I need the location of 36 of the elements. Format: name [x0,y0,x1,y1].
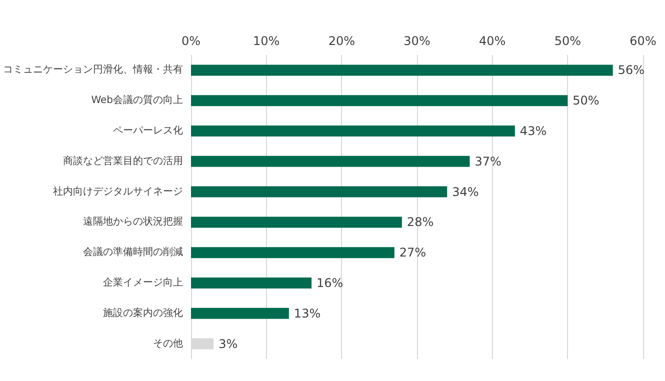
y-tick-label: Web会議の質の向上 [91,94,183,106]
x-tick-label: 30% [404,34,430,48]
y-tick-label: コミュニケーション円滑化、情報・共有 [3,64,183,76]
data-label: 37% [474,154,502,168]
data-label: 16% [316,276,344,290]
data-label: 56% [618,63,645,78]
bar [191,156,470,167]
data-label: 28% [406,215,434,230]
data-label: 50% [572,94,600,108]
bar [191,64,613,76]
y-tick-label: 企業イメージ向上 [103,276,183,288]
data-label: 3% [218,336,238,351]
data-label: 34% [452,184,479,199]
y-tick-label: ペーパーレス化 [113,124,183,136]
bar [191,95,568,106]
bar [191,186,448,198]
x-tick-label: 10% [252,34,280,48]
y-tick-label: 社内向けデジタルサイネージ [53,185,183,198]
x-tick-label: 40% [478,34,506,48]
x-tick-label: 50% [554,34,582,48]
data-label: 13% [294,306,321,320]
y-tick-label: 遠隔地からの状況把握 [83,216,183,228]
bar [191,216,402,228]
bar [191,278,312,288]
y-tick-label: 施設の案内の強化 [103,306,183,319]
y-tick-label: 商談など営業目的での活用 [63,154,183,167]
x-tick-label: 0% [181,34,201,48]
data-label: 27% [399,246,426,260]
x-tick-label: 60% [630,34,656,48]
bar [191,308,289,319]
data-label: 43% [520,124,547,138]
y-tick-label: その他 [153,337,183,350]
bar [191,126,515,136]
y-tick-label: 会議の準備時間の削減 [83,246,183,258]
bar [191,247,394,258]
x-tick-label: 20% [328,34,356,48]
